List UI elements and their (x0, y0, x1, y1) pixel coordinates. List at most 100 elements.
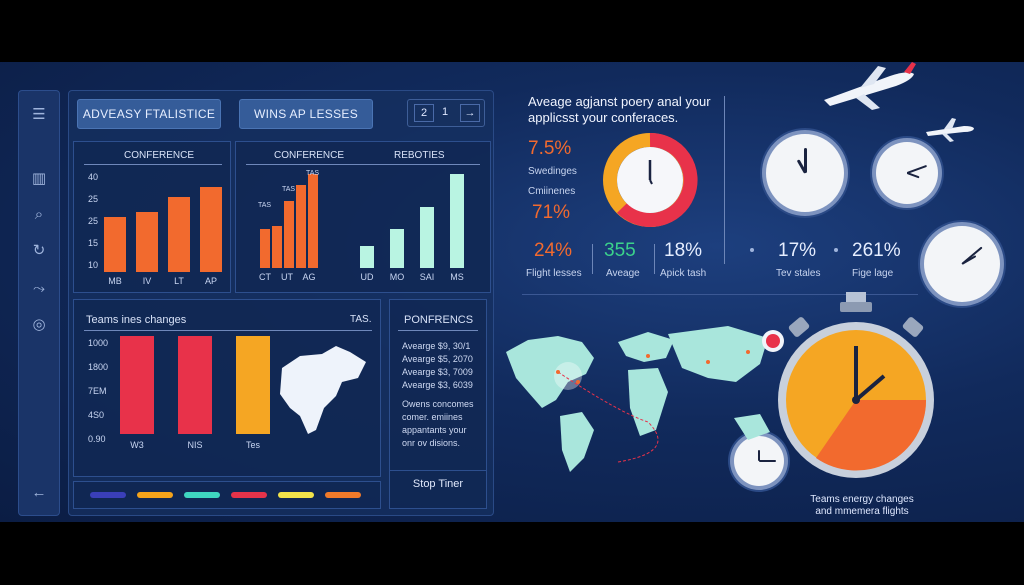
list-item: Avearge $3, 6039 (402, 380, 473, 390)
bar (308, 173, 318, 268)
page-1-button[interactable]: 1 (441, 106, 449, 118)
conference-list: Avearge $9, 30/1 Avearge $5, 2070 Avearg… (402, 340, 474, 450)
dashboard-panel: ADVEASY FTALISTICE WINS AP LESSES 2 1 → … (68, 90, 494, 516)
clock-icon (734, 436, 784, 486)
clock-icon (766, 134, 844, 212)
bar (168, 197, 190, 272)
side-label: TAS. (350, 314, 372, 325)
stat-label: Swedinges (528, 166, 577, 177)
x-tick-label: UD (360, 272, 374, 282)
headline: Aveage agjanst poery anal your applicsst… (528, 94, 711, 125)
x-tick-label: CT (259, 272, 271, 282)
paragraph-line: comer. emiines (402, 412, 463, 422)
stat-percent: 261% (852, 240, 901, 261)
dashboard-illustration: ☰ ▥ ⌕ ↻ ⤳ ◎ ← ADVEASY FTALISTICE WINS AP… (0, 62, 1024, 522)
chart-title: CONFERENCE (124, 150, 195, 161)
shield-icon[interactable]: ◎ (32, 316, 46, 333)
list-item: Avearge $5, 2070 (402, 354, 473, 364)
stat-percent: 24% (534, 240, 573, 261)
bar (390, 229, 404, 268)
next-page-button[interactable]: → (460, 104, 480, 122)
paragraph-line: Owens concomes (402, 399, 474, 409)
tab-statistics[interactable]: ADVEASY FTALISTICE (77, 99, 221, 129)
x-tick-label: MO (389, 272, 405, 282)
chart-title-2: REBOTIES (394, 150, 445, 161)
tab-wins-losses[interactable]: WINS AP LESSES (239, 99, 373, 129)
conference-reboties-chart: CONFERENCE REBOTIES TAS TAS TAS CT UT AG UD MO S… (235, 141, 491, 293)
x-tick-label: Tes (245, 440, 260, 450)
stat-value: 355 (604, 240, 636, 261)
bar (420, 206, 434, 268)
y-tick-label: 25 (88, 194, 99, 204)
legend-swatch (90, 492, 126, 498)
y-tick-label: 40 (88, 172, 99, 182)
stat-percent: 71% (532, 202, 571, 223)
chart-title: CONFERENCE (274, 150, 345, 161)
page-2-button[interactable]: 2 (414, 104, 434, 122)
north-america-map-icon (280, 346, 366, 434)
airplane-icon (824, 62, 916, 110)
bar (200, 187, 222, 272)
stat-percent: 17% (778, 240, 817, 261)
x-tick-label: MS (450, 272, 464, 282)
stat-label: Fige lage (852, 268, 894, 279)
clock-icon (876, 142, 938, 204)
bar (360, 245, 374, 268)
caption-line: and mmemera flights (815, 506, 909, 517)
search-icon[interactable]: ⌕ (34, 206, 44, 223)
legend-swatch (231, 492, 267, 498)
y-tick-label: 1000 (88, 338, 109, 348)
legend-swatch (184, 492, 220, 498)
stopwatch-icon (778, 292, 934, 478)
pager: 2 1 → (407, 99, 485, 127)
bar (296, 184, 306, 268)
y-tick-label: 0.90 (88, 434, 106, 444)
conference-chart: CONFERENCE 40 25 25 15 10 MB IV LT AP (73, 141, 231, 293)
y-tick-label: 15 (88, 238, 99, 248)
stat-label: Tev stales (776, 268, 821, 279)
stat-label: Cmiinenes (528, 186, 576, 197)
bar (450, 173, 464, 268)
small-airplane-icon (926, 118, 974, 142)
bar-label: TAS (282, 186, 296, 193)
x-tick-label: AG (302, 272, 316, 282)
color-legend (73, 481, 381, 509)
y-tick-label: 25 (88, 216, 99, 226)
stat-percent: 18% (664, 240, 703, 261)
bar-chart-icon[interactable]: ▥ (31, 170, 47, 187)
menu-icon[interactable]: ☰ (32, 106, 46, 123)
teams-changes-chart: Teams ines changes TAS. 1000 1800 7EM 4S0 0.… (73, 299, 381, 477)
bar (260, 229, 270, 268)
x-tick-label: MB (108, 276, 122, 286)
x-tick-label: IV (142, 276, 152, 286)
sidebar-rail: ☰ ▥ ⌕ ↻ ⤳ ◎ ← (18, 90, 60, 516)
caption-line: Teams energy changes (810, 494, 914, 505)
bar (236, 336, 270, 434)
list-item: Avearge $9, 30/1 (402, 341, 471, 351)
x-tick-label: SAI (419, 272, 435, 282)
x-tick-label: NIS (187, 440, 203, 450)
donut-gauge (603, 132, 698, 227)
y-tick-label: 1800 (88, 362, 109, 372)
stat-label: Aveage (606, 268, 640, 279)
bar (178, 336, 212, 434)
bar (272, 226, 282, 268)
refresh-icon[interactable]: ↻ (32, 242, 46, 259)
list-item: Avearge $3, 7009 (402, 367, 473, 377)
bar (136, 212, 158, 272)
bar (120, 336, 154, 434)
x-tick-label: LT (174, 276, 184, 286)
stopwatch-caption: Teams energy changes and mmemera flights (786, 494, 938, 518)
conference-panel: PONFRENCS Avearge $9, 30/1 Avearge $5, 2… (389, 299, 487, 509)
bar-label: TAS (258, 202, 272, 209)
stat-label: Apick tash (660, 268, 707, 279)
stop-timer-button[interactable]: Stop Tiner (412, 478, 464, 490)
clock-icon (924, 226, 1000, 302)
trend-icon[interactable]: ⤳ (32, 280, 45, 297)
back-arrow-icon[interactable]: ← (31, 484, 47, 501)
alert-dot-icon (762, 330, 784, 352)
y-tick-label: 4S0 (88, 410, 105, 420)
stat-label: Flight lesses (526, 268, 582, 279)
paragraph-line: onr ov disions. (402, 438, 461, 448)
panel-title: PONFRENCS (404, 314, 474, 326)
